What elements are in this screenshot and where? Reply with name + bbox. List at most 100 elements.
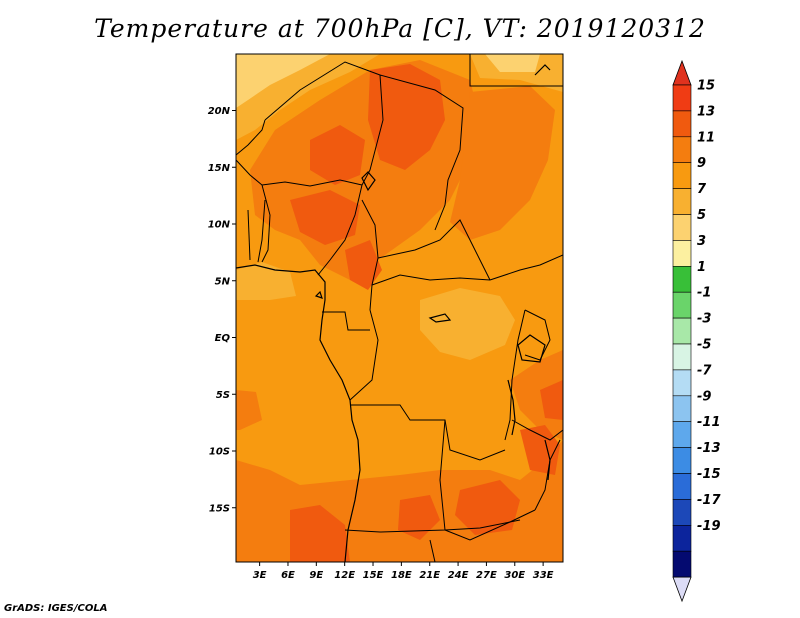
border-botswana — [429, 539, 436, 562]
pale-zone-north — [236, 54, 330, 108]
lon-label-24e: 24E — [448, 570, 469, 581]
colorbar-label-15: -15 — [697, 467, 721, 482]
border-nigeria-cameroon — [317, 184, 363, 276]
lat-label-10s: 10S — [209, 447, 230, 458]
colorbar-swatch-5 — [672, 214, 692, 241]
colorbar-swatch-7 — [672, 265, 692, 293]
colorbar-swatch-3 — [672, 162, 692, 189]
hot-zone-south-2 — [398, 495, 440, 540]
warm-zone-west-coast — [236, 390, 262, 430]
colorbar-label-9: -3 — [697, 312, 711, 327]
colorbar-label-2: 11 — [697, 130, 715, 145]
colorbar-swatch-2 — [672, 136, 692, 164]
colorbar-bottom-cap — [672, 576, 692, 603]
hot-zone-nigeria — [290, 190, 360, 245]
lat-label-eq: EQ — [215, 333, 231, 344]
lon-label-27e: 27E — [476, 570, 497, 581]
colorbar-swatch-15 — [672, 473, 692, 500]
border-chad-sudan — [379, 74, 464, 231]
colorbar-swatch-14 — [672, 447, 692, 474]
colorbar-swatch-18 — [672, 550, 692, 578]
hot-zone-east — [540, 380, 563, 420]
light-zone-center — [420, 288, 515, 360]
longitude-axis: 3E 6E 9E 12E 15E 18E 21E 24E 27E 30E 33E — [253, 562, 554, 581]
border-west-africa — [236, 159, 271, 263]
lon-label-12e: 12E — [334, 570, 355, 581]
colorbar-swatch-16 — [672, 499, 692, 526]
red-sea-coast — [534, 64, 551, 76]
island-bioko — [314, 290, 323, 299]
border-mozambique — [534, 439, 561, 511]
border-egypt-sudan — [469, 54, 563, 87]
colorbar-swatch-11 — [672, 369, 692, 397]
colorbar-top-cap — [672, 59, 692, 86]
lake-victoria — [517, 334, 546, 363]
grads-credit: GrADS: IGES/COLA — [4, 603, 108, 614]
lon-label-33e: 33E — [533, 570, 554, 581]
lon-label-18e: 18E — [391, 570, 412, 581]
border-angola-zambia — [439, 419, 446, 531]
colorbar-label-16: -17 — [697, 493, 721, 508]
border-benin-togo — [257, 199, 266, 263]
border-uganda-kenya — [524, 309, 551, 361]
hot-zone-cameroon — [345, 240, 382, 290]
colorbar-label-7: 1 — [697, 260, 706, 275]
colorbar: 15 13 11 9 7 5 3 1 -1 -3 -5 -7 -9 -11 -13 -15 -17 -19 — [672, 59, 721, 603]
hot-zone-south-1 — [290, 505, 350, 562]
lon-label-6e: 6E — [281, 570, 295, 581]
colorbar-label-17: -19 — [697, 519, 721, 534]
map-frame — [235, 53, 564, 563]
colorbar-label-4: 7 — [697, 182, 707, 197]
border-niger-nigeria — [261, 179, 363, 187]
colorbar-swatch-1 — [672, 110, 692, 138]
colorbar-label-3: 9 — [697, 156, 706, 171]
lon-label-3e: 3E — [253, 570, 267, 581]
colorbar-label-6: 3 — [697, 234, 706, 249]
colorbar-swatch-10 — [672, 343, 692, 371]
border-tanzania — [511, 419, 563, 441]
hot-zone-chad — [368, 64, 445, 170]
lake-chad — [361, 171, 376, 192]
colorbar-swatch-9 — [672, 317, 692, 345]
lat-label-20n: 20N — [208, 106, 231, 117]
border-south-sudan-ethiopia — [489, 254, 563, 281]
border-mali — [236, 119, 266, 156]
colorbar-label-0: 15 — [697, 79, 715, 94]
lake-congo-1 — [428, 313, 452, 323]
lat-label-15n: 15N — [208, 163, 231, 174]
pale-zone-northeast — [485, 54, 540, 72]
lat-label-5s: 5S — [216, 390, 230, 401]
colorbar-swatch-8 — [672, 291, 692, 319]
lat-label-5n: 5N — [215, 276, 231, 287]
latitude-axis: 20N 15N 10N 5N EQ 5S 10S 15S — [208, 106, 236, 514]
border-ghana — [247, 209, 251, 261]
colorbar-label-12: -9 — [697, 389, 711, 404]
colorbar-swatch-6 — [672, 240, 692, 267]
colorbar-label-5: 5 — [697, 208, 706, 223]
lake-tanganyika — [507, 379, 516, 436]
colorbar-label-10: -5 — [697, 338, 711, 353]
country-borders — [236, 54, 563, 562]
coastlines — [236, 64, 551, 562]
lake-malawi — [544, 439, 551, 481]
border-car-sudan — [377, 219, 491, 281]
map-title: Temperature at 700hPa [C], VT: 201912031… — [94, 14, 706, 43]
border-drc-east — [504, 309, 526, 441]
lon-label-9e: 9E — [309, 570, 323, 581]
border-congo-drc — [349, 309, 379, 401]
colorbar-swatch-0 — [672, 84, 692, 112]
border-niger-chad — [361, 74, 384, 186]
light-zone-west — [236, 262, 296, 300]
colorbar-label-1: 13 — [697, 104, 715, 119]
colorbar-swatch-12 — [672, 395, 692, 422]
colorbar-label-11: -7 — [697, 363, 712, 378]
colorbar-label-8: -1 — [697, 286, 711, 301]
border-libya-niger — [264, 61, 381, 121]
coastline-gulf-of-guinea — [236, 264, 361, 562]
lon-label-15e: 15E — [363, 570, 384, 581]
border-gabon — [322, 311, 370, 331]
warm-zone-east — [450, 86, 555, 240]
hot-zone-niger — [310, 125, 365, 185]
border-car-drc — [371, 274, 491, 286]
